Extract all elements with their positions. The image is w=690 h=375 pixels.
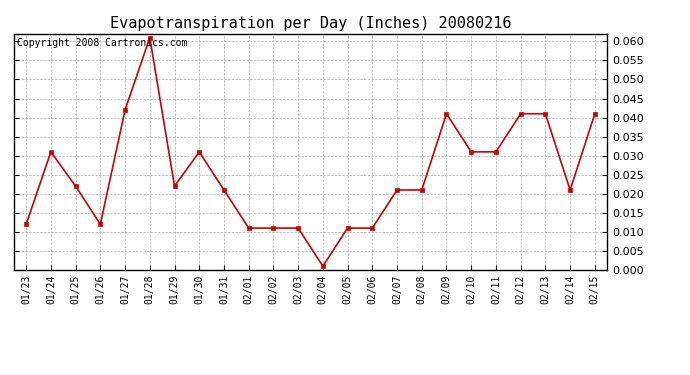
- Text: Copyright 2008 Cartronics.com: Copyright 2008 Cartronics.com: [17, 39, 187, 48]
- Title: Evapotranspiration per Day (Inches) 20080216: Evapotranspiration per Day (Inches) 2008…: [110, 16, 511, 31]
